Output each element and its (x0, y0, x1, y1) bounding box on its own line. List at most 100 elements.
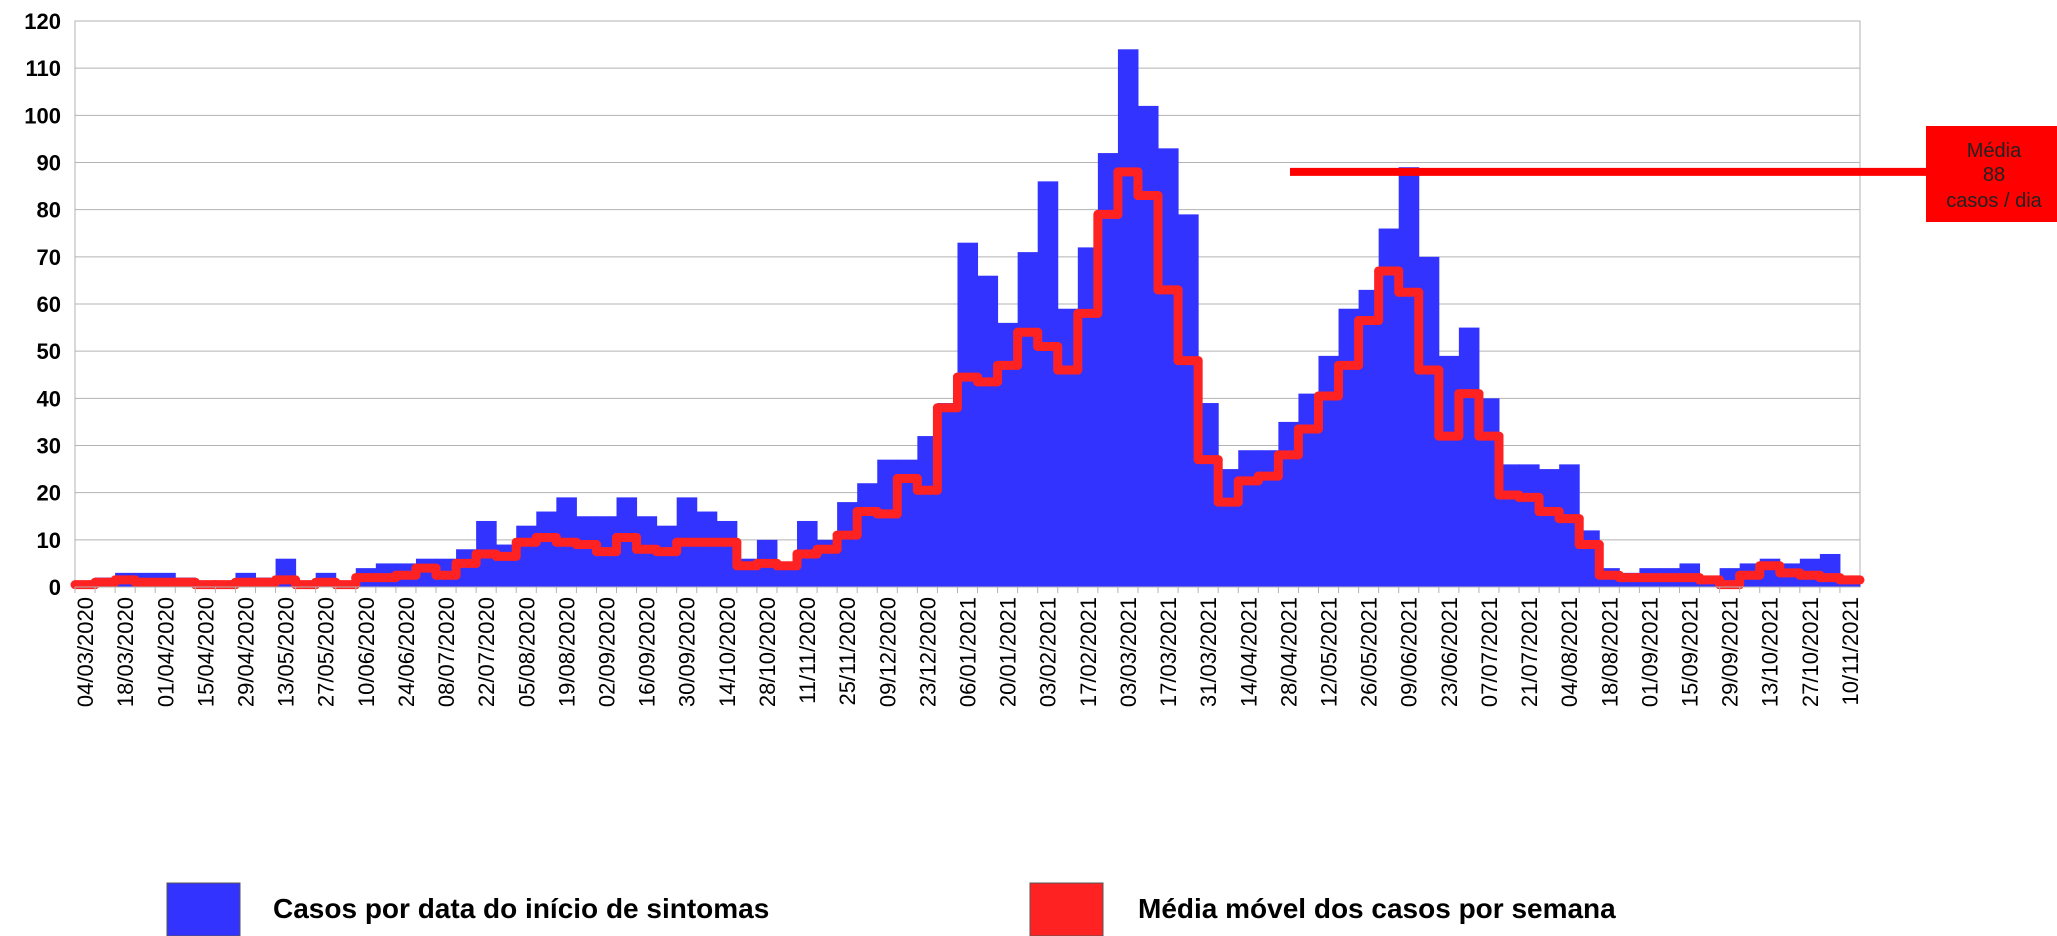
bar (1539, 469, 1560, 587)
bar (1117, 49, 1139, 588)
y-tick-label: 30 (37, 434, 61, 459)
x-tick-label: 04/08/2021 (1557, 597, 1582, 707)
bar (1418, 256, 1440, 587)
x-tick-label: 27/05/2020 (314, 597, 339, 707)
bar (1198, 403, 1219, 587)
bar (997, 322, 1019, 587)
legend-label: Casos por data do início de sintomas (273, 893, 769, 924)
x-tick-label: 22/07/2020 (474, 597, 499, 707)
bar (716, 520, 738, 587)
x-tick-label: 02/09/2020 (594, 597, 619, 707)
bar (1178, 214, 1199, 587)
x-tick-label: 19/08/2020 (554, 597, 579, 707)
annotation-title: Média (1967, 140, 2022, 162)
y-tick-label: 100 (24, 103, 61, 128)
y-tick-label: 70 (37, 245, 61, 270)
y-tick-label: 120 (24, 9, 61, 34)
x-tick-label: 12/05/2021 (1317, 597, 1342, 707)
bar (696, 511, 718, 587)
bar (1057, 308, 1079, 587)
x-tick-label: 17/02/2021 (1076, 597, 1101, 707)
x-tick-label: 18/08/2021 (1597, 597, 1622, 707)
bar (837, 502, 858, 587)
x-tick-label: 14/04/2021 (1236, 597, 1261, 707)
x-tick-label: 28/10/2020 (755, 597, 780, 707)
bar (977, 275, 999, 587)
legend-label: Média móvel dos casos por semana (1138, 893, 1616, 924)
x-tick-label: 17/03/2021 (1156, 597, 1181, 707)
bar (937, 403, 958, 587)
bar (1137, 105, 1159, 588)
bar (1258, 450, 1279, 587)
bar (1438, 355, 1460, 587)
x-tick-label: 31/03/2021 (1196, 597, 1221, 707)
bar (1318, 355, 1340, 587)
bar (656, 525, 678, 587)
bar (877, 459, 898, 587)
y-tick-label: 0 (49, 575, 61, 600)
x-tick-label: 03/02/2021 (1036, 597, 1061, 707)
bar (1338, 308, 1360, 587)
y-tick-label: 20 (37, 481, 61, 506)
bar (536, 511, 557, 587)
x-tick-label: 09/06/2021 (1397, 597, 1422, 707)
x-tick-label: 20/01/2021 (996, 597, 1021, 707)
y-tick-label: 110 (26, 56, 62, 81)
x-tick-label: 29/09/2021 (1718, 597, 1743, 707)
bar (1398, 167, 1420, 587)
x-tick-label: 24/06/2020 (394, 597, 419, 707)
bar (1017, 252, 1039, 587)
x-tick-label: 04/03/2020 (73, 597, 98, 707)
annotation-value: 88 (1983, 164, 2005, 186)
x-tick-label: 16/09/2020 (635, 597, 660, 707)
x-tick-label: 01/04/2020 (153, 597, 178, 707)
bar (456, 549, 477, 587)
bar (1378, 228, 1400, 588)
bar (1238, 450, 1259, 587)
x-tick-label: 14/10/2020 (715, 597, 740, 707)
bar (1519, 464, 1540, 587)
y-tick-label: 50 (37, 339, 61, 364)
y-tick-label: 40 (37, 386, 61, 411)
x-tick-label: 10/11/2021 (1838, 597, 1863, 705)
y-tick-label: 80 (37, 198, 61, 223)
x-tick-label: 13/05/2020 (274, 597, 299, 707)
bar (897, 459, 918, 587)
bar (1298, 393, 1319, 587)
legend-swatch (166, 882, 241, 936)
bar (1097, 153, 1119, 588)
annotation-unit: casos / dia (1946, 190, 2042, 212)
bar (1478, 398, 1500, 587)
x-tick-label: 23/12/2020 (915, 597, 940, 707)
y-tick-label: 60 (37, 292, 61, 317)
bar (1158, 148, 1179, 587)
bar (1559, 464, 1580, 587)
annotation-box (1926, 126, 2057, 222)
bar (1458, 327, 1480, 587)
x-tick-label: 21/07/2021 (1517, 597, 1542, 707)
legend-swatch (1029, 882, 1104, 936)
x-tick-label: 18/03/2020 (113, 597, 138, 707)
x-tick-label: 03/03/2021 (1116, 597, 1141, 707)
x-tick-label: 23/06/2021 (1437, 597, 1462, 707)
x-tick-label: 10/06/2020 (354, 597, 379, 707)
bar (957, 242, 979, 587)
x-tick-label: 07/07/2021 (1477, 597, 1502, 707)
y-tick-label: 10 (37, 528, 61, 553)
bar (917, 436, 938, 587)
bar (576, 516, 597, 587)
x-tick-label: 25/11/2020 (835, 597, 860, 705)
bar (1037, 181, 1059, 587)
x-tick-label: 15/04/2020 (193, 597, 218, 707)
x-tick-label: 05/08/2020 (514, 597, 539, 707)
bar (616, 497, 638, 587)
x-tick-label: 11/11/2020 (795, 597, 820, 704)
x-tick-label: 30/09/2020 (675, 597, 700, 707)
x-tick-label: 06/01/2021 (956, 597, 981, 707)
x-tick-label: 08/07/2020 (434, 597, 459, 707)
x-tick-label: 13/10/2021 (1758, 597, 1783, 707)
x-tick-label: 28/04/2021 (1276, 597, 1301, 707)
x-tick-label: 09/12/2020 (875, 597, 900, 707)
bar (1278, 421, 1299, 587)
